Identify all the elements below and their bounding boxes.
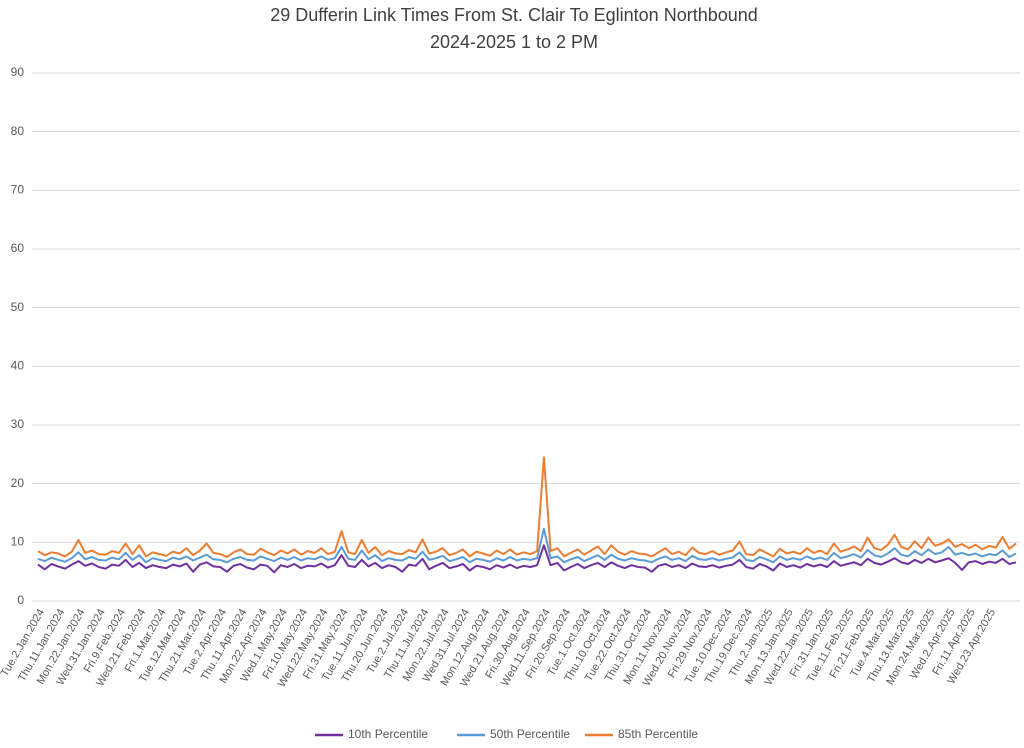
y-tick-label: 60: [11, 241, 25, 255]
series-line: [37, 544, 1017, 574]
y-tick-label: 30: [11, 417, 25, 431]
y-tick-label: 80: [11, 124, 25, 138]
legend-label: 85th Percentile: [618, 727, 698, 741]
y-tick-label: 90: [11, 65, 25, 79]
y-tick-label: 10: [11, 535, 25, 549]
y-tick-label: 20: [11, 476, 25, 490]
legend-label: 10th Percentile: [348, 727, 428, 741]
y-tick-label: 0: [17, 593, 24, 607]
y-tick-label: 40: [11, 359, 25, 373]
chart-title: 29 Dufferin Link Times From St. Clair To…: [270, 5, 758, 25]
y-tick-label: 70: [11, 183, 25, 197]
legend-label: 50th Percentile: [490, 727, 570, 741]
series-line: [37, 527, 1017, 564]
series-line: [37, 456, 1017, 558]
y-tick-label: 50: [11, 300, 25, 314]
chart-subtitle: 2024-2025 1 to 2 PM: [430, 32, 598, 52]
